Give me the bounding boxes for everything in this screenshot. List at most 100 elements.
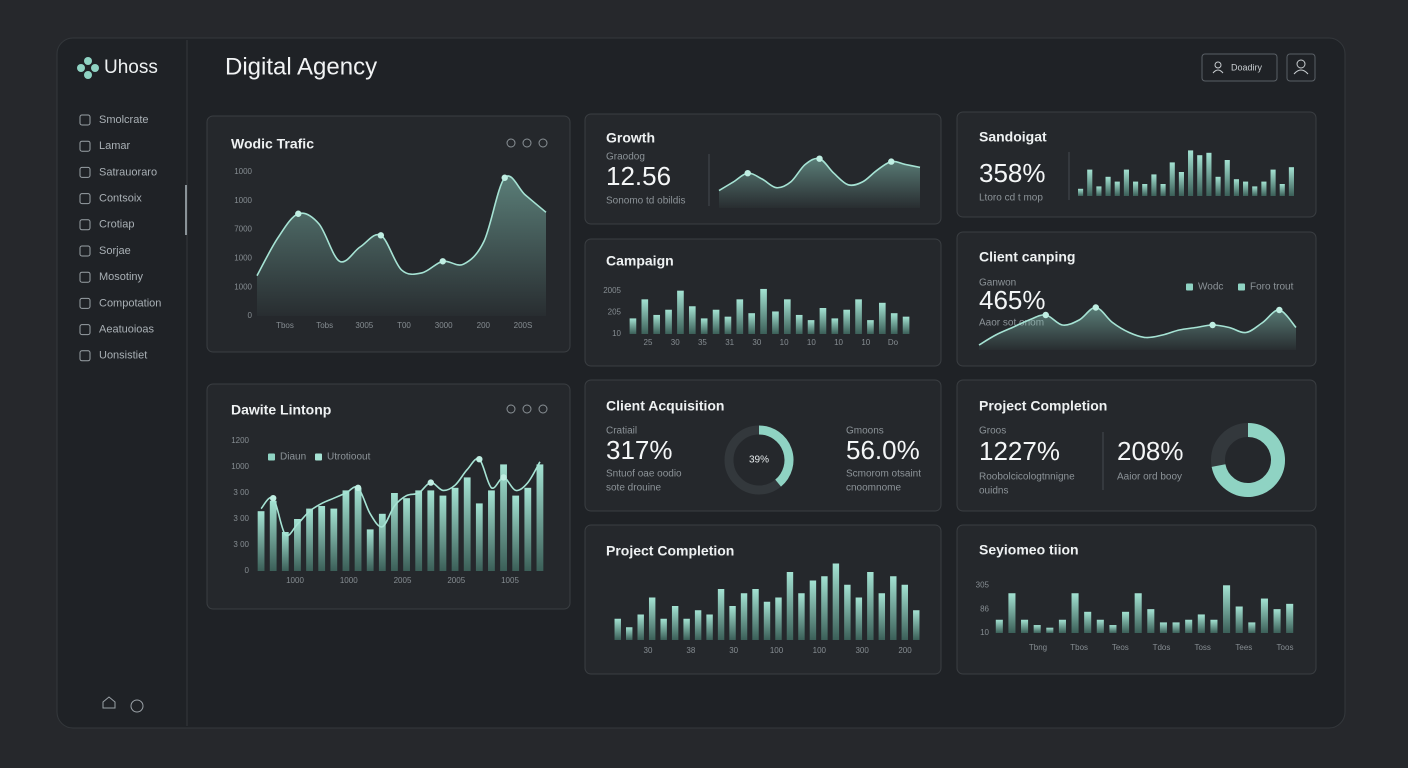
- bar: [729, 606, 736, 640]
- x-tick-label: 1000: [286, 576, 304, 585]
- sidebar-footer-icons[interactable]: [102, 696, 144, 713]
- stat-value: 208%: [1117, 436, 1184, 466]
- x-tick-label: 31: [725, 338, 734, 347]
- bar: [772, 311, 779, 334]
- bar: [1109, 625, 1117, 633]
- x-tick-label: 2005: [394, 576, 412, 585]
- bar: [1133, 181, 1139, 196]
- panel-title: Campaign: [606, 253, 674, 269]
- x-tick-label: 200: [898, 646, 912, 655]
- bar: [660, 618, 667, 640]
- nav-icon[interactable]: [79, 350, 91, 362]
- bar: [736, 299, 744, 334]
- stat-caption: cnoomnome: [846, 483, 901, 494]
- point: [1092, 304, 1099, 311]
- nav-item[interactable]: Sorjae: [99, 245, 131, 257]
- bar: [831, 318, 839, 334]
- stat-value: 56.0%: [846, 435, 920, 465]
- panel-action[interactable]: [506, 138, 516, 148]
- nav-icon[interactable]: [79, 297, 91, 309]
- stat-value: 317%: [606, 435, 673, 465]
- nav-item[interactable]: Compotation: [99, 297, 161, 309]
- bar: [1235, 606, 1243, 633]
- bar: [1122, 611, 1130, 633]
- panel-title: Wodic Trafic: [231, 136, 314, 152]
- bar: [1188, 150, 1194, 196]
- nav-item[interactable]: Aeatuoioas: [99, 324, 155, 336]
- line: [256, 175, 547, 277]
- panel-action[interactable]: [506, 404, 516, 414]
- bar: [683, 618, 690, 640]
- nav-icon[interactable]: [79, 166, 91, 178]
- panel-action[interactable]: [522, 138, 532, 148]
- y-tick-label: 3 00: [233, 540, 249, 549]
- bar: [763, 601, 771, 640]
- panel-action[interactable]: [538, 404, 548, 414]
- nav-icon[interactable]: [79, 271, 91, 283]
- nav-icon[interactable]: [79, 114, 91, 126]
- bar: [748, 313, 756, 334]
- panel-action[interactable]: [538, 138, 548, 148]
- bar: [913, 610, 920, 640]
- legend-swatch: [1186, 283, 1193, 291]
- bar: [269, 500, 277, 571]
- bar: [1172, 622, 1180, 633]
- bar: [1169, 162, 1175, 196]
- nav-icon[interactable]: [79, 245, 91, 257]
- panel-title: Growth: [606, 130, 655, 146]
- bar: [855, 299, 862, 334]
- legend-swatch: [268, 453, 275, 461]
- bar: [463, 477, 471, 571]
- nav-item[interactable]: Uonsistiet: [99, 350, 147, 362]
- bar: [306, 508, 313, 571]
- line: [978, 306, 1297, 346]
- brand: Uhoss: [104, 57, 158, 78]
- nav-item[interactable]: Contsoix: [99, 193, 142, 205]
- y-tick-label: 1000: [234, 254, 252, 263]
- x-tick-label: 30: [752, 338, 761, 347]
- bar: [391, 493, 398, 571]
- x-tick-label: 10: [834, 338, 843, 347]
- header-button-label[interactable]: Doadiry: [1231, 62, 1263, 72]
- y-tick-label: 1000: [231, 462, 249, 471]
- panel-title: Client canping: [979, 249, 1075, 265]
- nav-item[interactable]: Mosotiny: [99, 271, 144, 283]
- nav-item[interactable]: Crotiap: [99, 219, 134, 231]
- header-button[interactable]: Doadiry: [1201, 53, 1278, 82]
- x-tick-label: T00: [397, 321, 411, 330]
- stat-caption: Aaor sot onom: [979, 318, 1044, 329]
- x-tick-label: 10: [780, 338, 789, 347]
- stat-caption: Aaior ord booy: [1117, 472, 1182, 483]
- bar: [439, 495, 447, 571]
- panel-action[interactable]: [522, 404, 532, 414]
- bar: [1084, 611, 1092, 633]
- bar: [512, 495, 520, 571]
- x-tick-label: Tbos: [276, 321, 294, 330]
- nav-item[interactable]: Smolcrate: [99, 114, 149, 126]
- bar: [1134, 593, 1142, 633]
- bar: [1197, 155, 1203, 196]
- nav-item[interactable]: Lamar: [99, 140, 131, 152]
- y-tick-label: 205: [608, 307, 622, 316]
- x-tick-label: 100: [813, 646, 827, 655]
- nav-icon[interactable]: [79, 324, 91, 336]
- x-tick-label: Toss: [1194, 643, 1210, 652]
- y-tick-label: 10: [980, 628, 989, 637]
- x-tick-label: 10: [861, 338, 870, 347]
- stat-label: Ganwon: [979, 278, 1016, 289]
- bar: [1096, 186, 1102, 196]
- bar: [740, 593, 748, 640]
- bar: [629, 318, 637, 334]
- bar: [1178, 172, 1184, 196]
- avatar-button[interactable]: [1286, 53, 1316, 82]
- stat-caption: Sonomo td obildis: [606, 196, 686, 207]
- nav-icon[interactable]: [79, 193, 91, 205]
- nav-icon[interactable]: [79, 219, 91, 231]
- x-tick-label: 200: [477, 321, 491, 330]
- bar: [807, 320, 815, 334]
- point: [888, 158, 895, 165]
- nav-icon[interactable]: [79, 140, 91, 152]
- nav-item[interactable]: Satrauoraro: [99, 166, 157, 178]
- bar: [1142, 184, 1148, 196]
